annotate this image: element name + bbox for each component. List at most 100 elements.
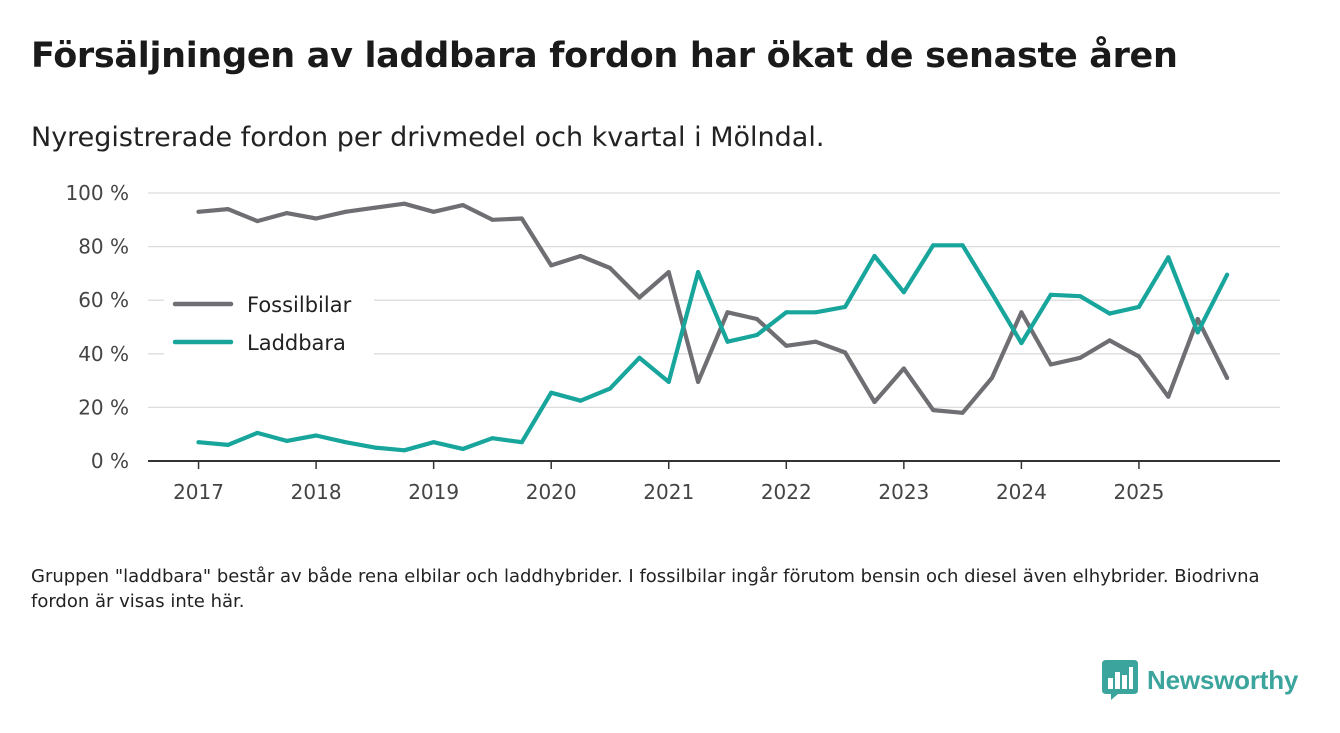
data-point-fossilbilar [696, 379, 701, 384]
newsworthy-logo[interactable]: Newsworthy [1102, 660, 1298, 700]
x-tick-label: 2018 [291, 480, 342, 504]
data-point-fossilbilar [608, 266, 612, 270]
data-point-laddbara [549, 390, 554, 395]
data-point-fossilbilar [1166, 394, 1171, 399]
data-point-laddbara [1048, 292, 1053, 297]
chart-subtitle: Nyregistrerade fordon per drivmedel och … [31, 122, 825, 153]
data-point-laddbara [402, 448, 407, 453]
data-point-fossilbilar [490, 217, 495, 222]
x-tick-label: 2024 [996, 480, 1047, 504]
data-point-fossilbilar [1225, 375, 1230, 380]
y-tick-label: 40 % [78, 342, 129, 366]
brand-name: Newsworthy [1147, 664, 1299, 695]
data-point-fossilbilar [1019, 310, 1024, 315]
data-point-fossilbilar [1048, 362, 1053, 367]
data-point-laddbara [931, 243, 936, 248]
data-point-laddbara [666, 379, 671, 384]
data-point-laddbara [255, 430, 260, 435]
data-point-laddbara [608, 386, 612, 391]
data-point-laddbara [784, 310, 789, 315]
y-tick-label: 20 % [78, 395, 129, 419]
data-point-laddbara [578, 398, 583, 403]
series-line-fossilbilar [196, 201, 1230, 415]
data-point-laddbara [196, 440, 201, 445]
legend-background [164, 285, 374, 363]
data-point-laddbara [461, 446, 465, 451]
x-tick-label: 2021 [643, 480, 694, 504]
data-point-laddbara [843, 304, 848, 309]
data-point-laddbara [490, 436, 495, 441]
data-point-fossilbilar [461, 203, 465, 208]
data-point-fossilbilar [666, 270, 671, 275]
data-point-fossilbilar [843, 350, 848, 355]
data-point-laddbara [813, 310, 818, 315]
data-point-laddbara [284, 438, 289, 443]
data-point-fossilbilar [578, 254, 583, 258]
data-point-fossilbilar [813, 339, 818, 344]
data-point-fossilbilar [725, 310, 730, 315]
x-tick-label: 2022 [761, 480, 812, 504]
data-point-laddbara [696, 270, 701, 275]
data-point-fossilbilar [1078, 355, 1083, 360]
data-point-fossilbilar [1136, 354, 1141, 359]
data-point-laddbara [1019, 341, 1024, 346]
data-point-laddbara [872, 254, 877, 258]
chart-title: Försäljningen av laddbara fordon har öka… [31, 36, 1178, 76]
bar-chart-bubble-icon [1102, 660, 1138, 700]
x-tick-label: 2020 [526, 480, 577, 504]
data-point-laddbara [343, 440, 348, 445]
data-point-laddbara [372, 445, 377, 450]
y-tick-label: 80 % [78, 235, 129, 259]
data-point-fossilbilar [284, 211, 289, 216]
data-point-fossilbilar [1107, 338, 1112, 343]
data-point-fossilbilar [314, 216, 319, 221]
data-point-fossilbilar [931, 408, 936, 413]
x-tick-label: 2025 [1113, 480, 1164, 504]
data-point-fossilbilar [784, 343, 789, 348]
data-point-laddbara [314, 433, 319, 438]
gridlines [148, 192, 1280, 409]
footnote: Gruppen "laddbara" består av både rena e… [31, 566, 1260, 612]
data-point-fossilbilar [960, 410, 965, 415]
data-point-fossilbilar [549, 263, 554, 268]
data-point-laddbara [1166, 255, 1171, 260]
y-tick-label: 0 % [91, 449, 129, 473]
data-point-fossilbilar [343, 209, 348, 214]
axes: 0 % 20 % 40 % 60 % 80 % 100 % 2017 2018 2019 2020… [65, 181, 1280, 504]
data-point-fossilbilar [519, 216, 524, 221]
data-point-fossilbilar [431, 209, 436, 214]
data-point-laddbara [725, 339, 730, 344]
data-point-laddbara [1136, 304, 1141, 309]
data-point-fossilbilar [872, 400, 877, 404]
data-point-laddbara [960, 243, 965, 248]
x-tick-label: 2023 [878, 480, 929, 504]
data-point-laddbara [1078, 294, 1083, 299]
x-tick-label: 2017 [173, 480, 224, 504]
legend-label: Fossilbilar [247, 293, 352, 317]
data-point-laddbara [637, 355, 642, 360]
y-tick-label: 60 % [78, 288, 129, 312]
data-point-fossilbilar [225, 207, 230, 212]
data-point-laddbara [1107, 311, 1112, 316]
data-point-laddbara [901, 290, 906, 295]
data-point-fossilbilar [990, 375, 994, 380]
data-point-fossilbilar [372, 205, 377, 210]
data-point-fossilbilar [754, 317, 759, 321]
data-point-laddbara [519, 440, 524, 445]
series-lines [196, 201, 1230, 453]
data-point-fossilbilar [255, 219, 260, 224]
data-point-laddbara [225, 442, 230, 447]
data-point-laddbara [1225, 272, 1230, 277]
data-point-laddbara [990, 291, 994, 296]
x-tick-label: 2019 [408, 480, 459, 504]
data-point-fossilbilar [637, 295, 642, 300]
line-chart: 0 % 20 % 40 % 60 % 80 % 100 % 2017 2018 2019 2020… [65, 181, 1280, 504]
data-point-laddbara [754, 333, 759, 337]
legend: Fossilbilar Laddbara [164, 285, 374, 363]
y-tick-label: 100 % [65, 181, 129, 205]
series-line-laddbara [196, 243, 1230, 453]
data-point-fossilbilar [196, 209, 201, 214]
data-point-laddbara [1195, 330, 1200, 335]
data-point-laddbara [431, 440, 436, 445]
legend-label: Laddbara [247, 331, 346, 355]
